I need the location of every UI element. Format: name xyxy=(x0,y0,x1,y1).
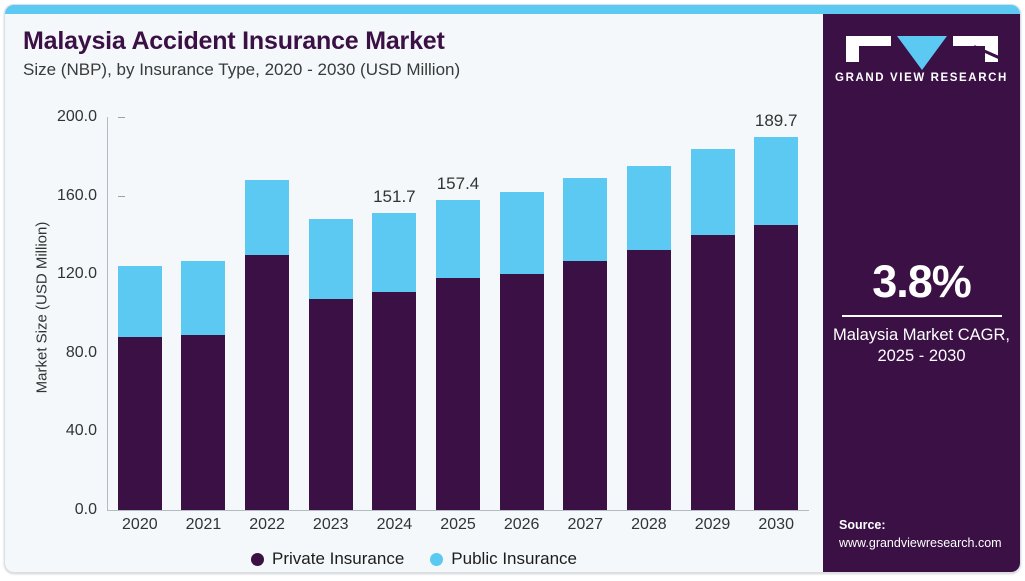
x-axis-tick-label: 2021 xyxy=(185,516,222,533)
x-axis-tick-label: 2022 xyxy=(249,516,285,533)
bar-segment-private-insurance[interactable] xyxy=(754,225,799,510)
page-subtitle: Size (NBP), by Insurance Type, 2020 - 20… xyxy=(23,59,461,79)
y-axis-ticks: 0.0 40.0 80.0 120.0 160.0 200.0 xyxy=(23,104,125,518)
x-axis-tick-label: 2025 xyxy=(440,516,476,533)
bar-stack[interactable] xyxy=(372,213,417,510)
bar-value-label: 157.4 xyxy=(436,173,480,193)
bar-value-label: 151.7 xyxy=(373,187,416,207)
x-axis-tick-label: 2026 xyxy=(503,516,540,533)
brand-logo: GRAND VIEW RESEARCH xyxy=(823,36,1020,84)
bar-segment-private-insurance[interactable] xyxy=(245,254,290,510)
chart-legend: Private Insurance Public Insurance xyxy=(5,549,823,569)
legend-item[interactable]: Public Insurance xyxy=(430,549,577,569)
bar-stack[interactable] xyxy=(245,180,290,510)
bar-stack[interactable] xyxy=(181,261,226,510)
logo-r-icon xyxy=(952,36,998,62)
bar-segment-public-insurance[interactable] xyxy=(372,213,417,292)
top-accent-bar xyxy=(5,5,1020,14)
x-axis-tick-label: 2024 xyxy=(376,516,413,533)
source-label: Source: xyxy=(839,517,886,532)
y-axis-tick-label: 120.0 xyxy=(56,265,97,283)
y-axis-tick-mark xyxy=(118,117,125,118)
legend-item[interactable]: Private Insurance xyxy=(251,549,404,569)
y-axis-line xyxy=(107,117,108,510)
bar-segment-public-insurance[interactable] xyxy=(499,192,544,275)
cagr-caption: Malaysia Market CAGR, 2025 - 2030 xyxy=(823,325,1020,368)
legend-label: Public Insurance xyxy=(451,549,577,568)
x-axis-tick-label: 2023 xyxy=(312,516,349,533)
source-url[interactable]: www.grandviewresearch.com xyxy=(839,535,1002,550)
bar-segment-public-insurance[interactable] xyxy=(245,180,290,255)
bar-segment-private-insurance[interactable] xyxy=(499,274,544,510)
side-panel: GRAND VIEW RESEARCH 3.8% Malaysia Market… xyxy=(823,14,1020,572)
x-axis-line xyxy=(107,510,809,511)
y-axis-tick-label: 80.0 xyxy=(65,343,97,361)
bar-segment-private-insurance[interactable] xyxy=(436,277,480,510)
cagr-caption-line2: 2025 - 2030 xyxy=(877,347,966,366)
x-axis-tick-label: 2020 xyxy=(122,516,158,533)
bar-segment-public-insurance[interactable] xyxy=(563,177,608,262)
bar-stack[interactable] xyxy=(117,265,162,510)
bar-segment-private-insurance[interactable] xyxy=(563,261,608,510)
logo-marks xyxy=(823,36,1020,70)
brand-name: GRAND VIEW RESEARCH xyxy=(835,72,1008,84)
page-title: Malaysia Accident Insurance Market xyxy=(23,27,445,55)
cagr-caption-line1: Malaysia Market CAGR, xyxy=(833,326,1010,344)
cagr-block: 3.8% Malaysia Market CAGR, 2025 - 2030 xyxy=(823,259,1020,368)
bar-segment-private-insurance[interactable] xyxy=(181,334,226,510)
cagr-value: 3.8% xyxy=(872,256,972,307)
bar-stack[interactable] xyxy=(626,165,671,510)
bar-segment-private-insurance[interactable] xyxy=(372,291,417,510)
bar-stack[interactable] xyxy=(436,199,480,510)
legend-label: Private Insurance xyxy=(272,549,405,568)
x-axis-tick-label: 2029 xyxy=(694,516,731,533)
bar-stack[interactable] xyxy=(499,192,544,510)
bar-stack[interactable] xyxy=(690,149,735,510)
y-axis-tick-label: 0.0 xyxy=(74,501,97,518)
chart-header: Malaysia Accident Insurance Market Size … xyxy=(23,27,793,79)
bar-segment-public-insurance[interactable] xyxy=(754,137,799,226)
bar-segment-private-insurance[interactable] xyxy=(690,235,735,510)
chart-card: Malaysia Accident Insurance Market Size … xyxy=(4,4,1021,573)
logo-g-icon xyxy=(845,36,891,62)
plot-wrapper: Market Size (USD Million) 0.0 40.0 80.0 120… xyxy=(5,104,823,572)
source-block: Source: www.grandviewresearch.com xyxy=(839,516,1014,552)
x-axis-tick-label: 2028 xyxy=(631,516,667,533)
bar-stack[interactable] xyxy=(308,219,353,510)
y-axis-tick-label: 40.0 xyxy=(65,422,97,440)
legend-color-swatch xyxy=(430,552,444,566)
bar-segment-public-insurance[interactable] xyxy=(308,219,353,299)
logo-v-icon xyxy=(896,36,947,70)
bar-segment-public-insurance[interactable] xyxy=(626,165,671,251)
bar-segment-public-insurance[interactable] xyxy=(181,261,226,335)
bar-segment-public-insurance[interactable] xyxy=(436,199,480,278)
bar-segment-private-insurance[interactable] xyxy=(308,298,353,510)
y-axis-tick-mark xyxy=(118,195,125,197)
chart-panel: Malaysia Accident Insurance Market Size … xyxy=(5,14,823,572)
bar-segment-private-insurance[interactable] xyxy=(117,337,162,510)
bar-stack[interactable] xyxy=(754,137,799,510)
y-axis-tick-label: 200.0 xyxy=(56,108,97,125)
x-axis-tick-label: 2027 xyxy=(567,516,604,533)
y-axis-tick-label: 160.0 xyxy=(56,186,97,204)
bar-value-label: 189.7 xyxy=(754,111,798,131)
bar-segment-public-insurance[interactable] xyxy=(117,265,162,338)
bar-segment-public-insurance[interactable] xyxy=(690,149,735,236)
legend-color-swatch xyxy=(251,552,264,566)
plot-area: 2020 2021 2022 2023 151.7 2024 157.4 2025 2026 20… xyxy=(108,104,808,533)
cagr-divider xyxy=(841,315,1002,317)
bar-segment-private-insurance[interactable] xyxy=(626,250,671,510)
bar-stack[interactable] xyxy=(563,177,608,510)
x-axis-tick-label: 2030 xyxy=(758,516,794,533)
